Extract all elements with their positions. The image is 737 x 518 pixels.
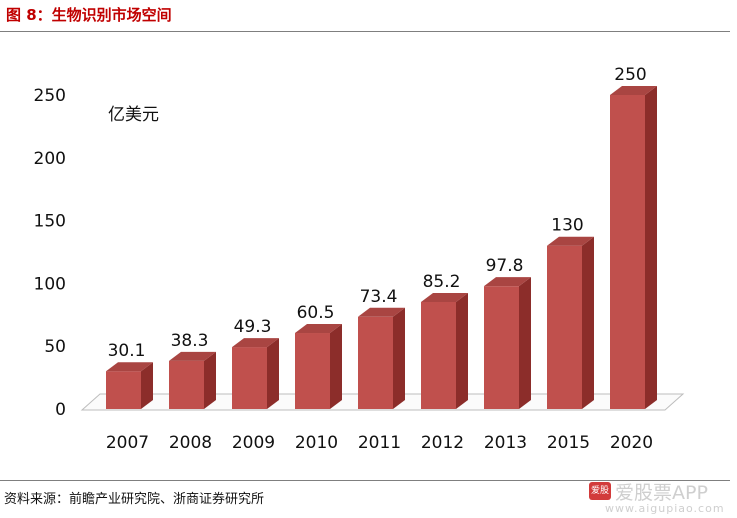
bar-top: [421, 292, 468, 302]
x-tick-label: 2013: [484, 433, 527, 453]
bar-chart: 0 50 100 150 200 250 亿美元 30.1 38.3 49.3 60.5 73.4…: [34, 65, 685, 453]
watermark-logo: 爱股票: [589, 482, 611, 514]
y-tick-label: 50: [44, 337, 66, 357]
watermark-name: 爱股票APP: [615, 482, 708, 504]
y-tick-label: 100: [34, 274, 66, 294]
x-tick-label: 2010: [295, 433, 338, 453]
source-note: 资料来源：前瞻产业研究院、浙商证券研究所: [4, 492, 265, 507]
bar: 97.8: [484, 256, 531, 409]
bar: 73.4: [358, 287, 405, 409]
bar-front: [421, 301, 456, 409]
x-tick-label: 2011: [358, 433, 401, 453]
bar-top: [484, 277, 531, 287]
bar-front: [169, 360, 204, 409]
bar-top: [358, 307, 405, 317]
data-label: 38.3: [171, 331, 209, 351]
bar: 38.3: [169, 331, 216, 409]
y-tick-label: 250: [34, 86, 66, 106]
bar-top: [232, 338, 279, 348]
bar-top: [610, 86, 657, 95]
bar-front: [295, 333, 330, 409]
bar-front: [358, 316, 393, 409]
y-axis: 0 50 100 150 200 250: [34, 86, 66, 420]
data-label: 60.5: [297, 303, 335, 323]
bar: 49.3: [232, 317, 279, 409]
bar-side: [393, 307, 405, 409]
bar: 60.5: [295, 303, 342, 409]
data-label: 85.2: [423, 272, 461, 292]
bar-front: [484, 286, 519, 409]
x-tick-label: 2012: [421, 433, 464, 453]
bar-front: [106, 371, 141, 409]
bar-side: [519, 277, 531, 409]
bars: 30.1 38.3 49.3 60.5 73.4 85.2 97.8 130 250: [106, 65, 657, 409]
x-tick-label: 2008: [169, 433, 212, 453]
watermark-url: www.aigupiao.com: [605, 502, 725, 515]
data-label: 97.8: [486, 256, 524, 276]
bar: 30.1: [106, 341, 153, 409]
x-tick-label: 2020: [610, 433, 653, 453]
bar-side: [267, 338, 279, 409]
bar-front: [610, 95, 645, 409]
data-label: 49.3: [234, 317, 272, 337]
bar: 85.2: [421, 272, 468, 409]
bar-top: [169, 351, 216, 361]
bar: 130: [547, 216, 594, 409]
top-rule: [0, 31, 730, 32]
unit-label: 亿美元: [108, 105, 159, 125]
bar-top: [547, 236, 594, 246]
bar-front: [547, 245, 582, 409]
x-tick-label: 2015: [547, 433, 590, 453]
bar-side: [645, 86, 657, 409]
data-label: 130: [551, 216, 583, 236]
y-tick-label: 200: [34, 149, 66, 169]
figure-title: 图 8：生物识别市场空间: [6, 6, 172, 24]
data-label: 30.1: [108, 341, 146, 361]
bar-side: [204, 351, 216, 409]
y-tick-label: 0: [55, 400, 66, 420]
x-tick-label: 2009: [232, 433, 275, 453]
bar-top: [295, 324, 342, 334]
bar-side: [582, 236, 594, 409]
bar: 250: [610, 65, 657, 409]
bottom-rule: [0, 480, 730, 481]
watermark: 爱股票 爱股票APP www.aigupiao.com: [581, 477, 731, 517]
y-tick-label: 150: [34, 212, 66, 232]
bar-side: [330, 324, 342, 409]
bar-front: [232, 347, 267, 409]
bar-top: [106, 362, 153, 372]
x-tick-label: 2007: [106, 433, 149, 453]
data-label: 73.4: [360, 287, 398, 307]
bar-side: [456, 292, 468, 409]
data-label: 250: [614, 65, 646, 85]
x-axis: 2007 2008 2009 2010 2011 2012 2013 2015 2020: [106, 433, 653, 453]
bar-side: [141, 362, 153, 409]
